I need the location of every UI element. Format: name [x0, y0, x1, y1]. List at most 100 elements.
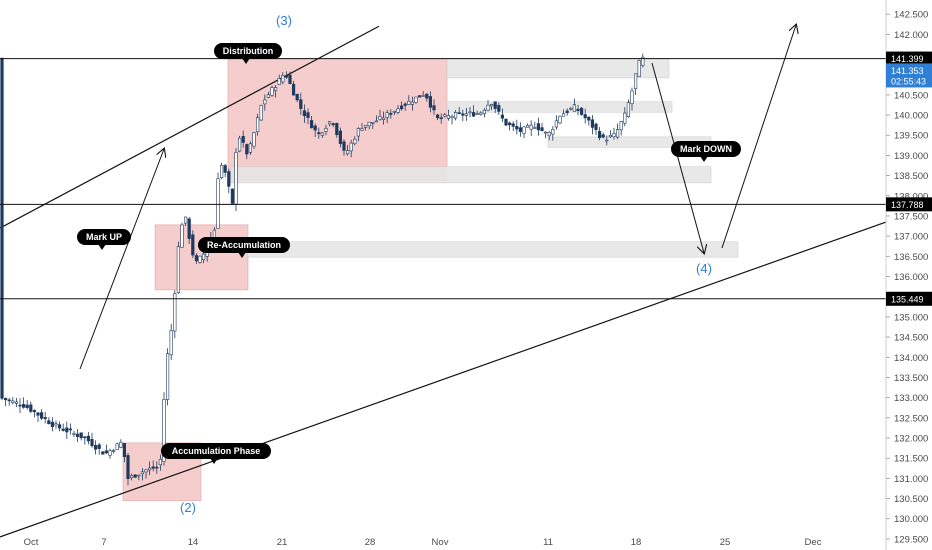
price-tick-label: 133.000 — [894, 393, 928, 404]
bubble-tail — [210, 458, 218, 464]
candle-body — [255, 117, 260, 133]
candle-body — [72, 432, 76, 435]
price-tick-label: 132.000 — [894, 434, 928, 445]
annotation-bubble[interactable]: Accumulation Phase — [161, 443, 271, 464]
candle-body — [486, 104, 490, 111]
candle-body — [407, 100, 411, 105]
levels-layer — [0, 58, 886, 300]
candle-body — [633, 73, 638, 90]
candle-body — [439, 117, 443, 120]
candle-body — [252, 132, 256, 147]
price-tick-label: 131.500 — [894, 454, 928, 465]
candle-body — [421, 95, 425, 97]
price-tick-label: 136.000 — [894, 272, 928, 283]
mark-up-arrow[interactable] — [79, 149, 164, 370]
candle-body — [389, 112, 393, 115]
bubble-tail — [98, 244, 106, 250]
time-tick-label: 11 — [543, 537, 553, 548]
annotation-bubble[interactable]: Distribution — [214, 43, 282, 64]
candle-body — [529, 124, 533, 130]
mark-down-arrow[interactable] — [651, 62, 704, 253]
candle-body — [590, 119, 594, 128]
time-tick-label: Oct — [24, 537, 39, 548]
candle-body — [180, 224, 184, 248]
candle-body — [140, 471, 145, 475]
candle-body — [619, 121, 623, 131]
candle-body — [36, 412, 40, 416]
candle-body — [587, 116, 591, 121]
candle-body — [112, 450, 116, 452]
candle-body — [97, 444, 101, 449]
bubble-background — [77, 229, 131, 245]
candle-body — [342, 141, 346, 151]
annotation-bubble[interactable]: Re-Accumulation — [198, 237, 290, 258]
candle-body — [7, 399, 11, 402]
candle-body — [162, 399, 166, 462]
wave-label: (3) — [276, 13, 292, 28]
candle-body — [623, 112, 627, 124]
candle-body — [313, 125, 317, 131]
candle-body — [612, 133, 616, 138]
candle-body — [0, 57, 4, 399]
price-tick-label: 133.500 — [894, 373, 928, 384]
candle-body — [320, 132, 325, 136]
candle-body — [475, 113, 479, 115]
candle-body — [428, 96, 433, 108]
candle-body — [284, 75, 289, 78]
candle-body — [76, 433, 80, 437]
candle-body — [511, 123, 515, 127]
level-price-tag-text: 137.788 — [891, 200, 924, 210]
price-tick-label: 139.500 — [894, 131, 928, 142]
candle-body — [479, 112, 483, 115]
candle-body — [32, 410, 36, 413]
candle-body — [266, 94, 271, 98]
bubble-tail — [700, 156, 708, 162]
time-tick-label: 18 — [631, 537, 642, 548]
candle-body — [367, 121, 371, 127]
price-tick-label: 138.500 — [894, 171, 928, 182]
price-tick-label: 134.500 — [894, 333, 928, 344]
candle-body — [446, 115, 451, 119]
projection-up-arrow[interactable] — [721, 25, 796, 249]
level-price-tag — [886, 291, 932, 306]
candle-body — [11, 400, 15, 403]
candle-body — [151, 466, 155, 469]
level-price-tag-text: 135.449 — [891, 294, 924, 304]
level-price-tag — [886, 197, 932, 212]
candle-body — [57, 424, 62, 429]
candle-body — [601, 134, 605, 138]
price-tick-label: 142.500 — [894, 10, 928, 21]
candle-body — [21, 404, 26, 408]
candle-body — [270, 87, 274, 96]
upper-channel-line[interactable] — [0, 25, 380, 229]
bubble-background — [214, 43, 282, 59]
annotation-bubble[interactable]: Mark DOWN — [671, 141, 741, 162]
candle-body — [122, 443, 126, 457]
candle-body — [327, 121, 332, 125]
candle-body — [61, 428, 65, 431]
candle-body — [169, 330, 173, 356]
candle-body — [572, 104, 576, 112]
candle-body — [43, 417, 47, 420]
candle-body — [450, 116, 454, 119]
price-tick-label: 136.500 — [894, 252, 928, 263]
lower-channel-line[interactable] — [0, 221, 887, 538]
annotation-bubble[interactable]: Mark UP — [77, 229, 131, 250]
price-tick-label: 140.000 — [894, 111, 928, 122]
candle-body — [630, 90, 634, 105]
time-axis: Oct 7 14 21 28 Nov 11 18 25 Dec — [24, 537, 822, 548]
candle-body — [309, 120, 314, 129]
candle-body — [216, 178, 220, 229]
candle-body — [543, 131, 548, 134]
candle-body — [234, 152, 238, 205]
candle-body — [288, 74, 292, 84]
demand-zone-2 — [230, 166, 712, 184]
candle-body — [18, 404, 22, 407]
price-tick-label: 139.000 — [894, 151, 928, 162]
candle-body — [176, 246, 181, 294]
candle-body — [579, 107, 584, 115]
candle-body — [569, 108, 573, 110]
candle-body — [202, 253, 206, 260]
candle-body — [461, 113, 465, 116]
